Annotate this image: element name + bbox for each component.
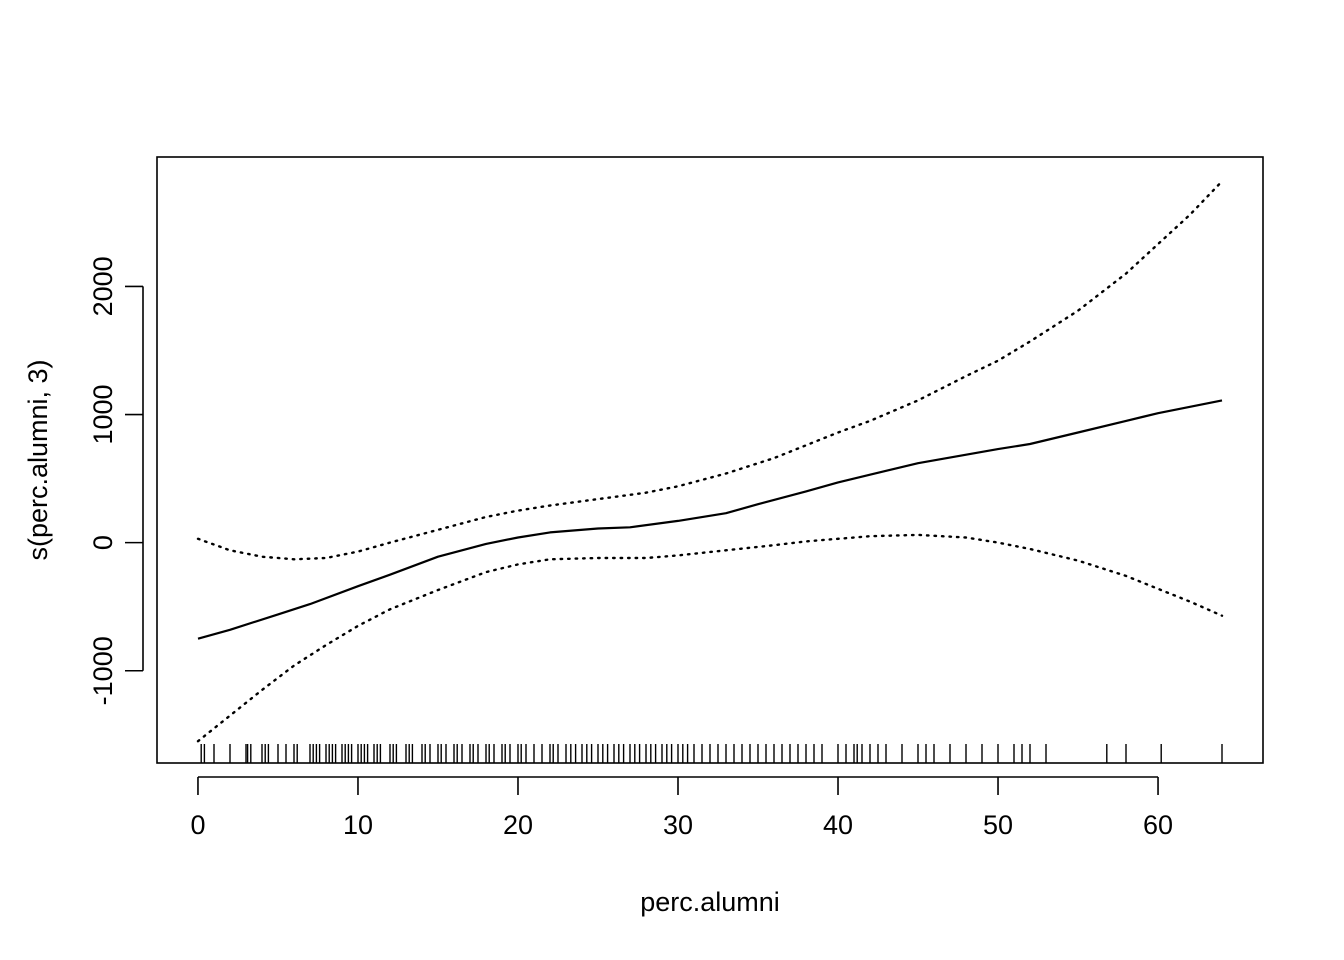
x-tick-label: 60 [1143, 810, 1173, 840]
y-tick-label: 0 [88, 535, 118, 550]
y-tick-label: 1000 [88, 384, 118, 444]
lower-band-curve [196, 533, 1224, 743]
x-tick-label: 10 [343, 810, 373, 840]
x-tick-label: 0 [190, 810, 205, 840]
fit-curve [197, 399, 1223, 640]
upper-band-curve [196, 180, 1224, 561]
x-tick-label: 40 [823, 810, 853, 840]
curves-layer [196, 180, 1224, 743]
x-tick-label: 30 [663, 810, 693, 840]
rug-layer [200, 744, 1223, 763]
x-axis: 0 10 20 30 40 50 60 [190, 776, 1173, 840]
x-tick-label: 50 [983, 810, 1013, 840]
x-axis-label: perc.alumni [640, 887, 780, 917]
y-tick-label: 2000 [88, 256, 118, 316]
x-tick-label: 20 [503, 810, 533, 840]
y-axis-label: s(perc.alumni, 3) [23, 359, 53, 560]
y-axis: -1000 0 1000 2000 [88, 256, 144, 705]
plot-frame [156, 156, 1264, 764]
y-tick-label: -1000 [88, 636, 118, 705]
